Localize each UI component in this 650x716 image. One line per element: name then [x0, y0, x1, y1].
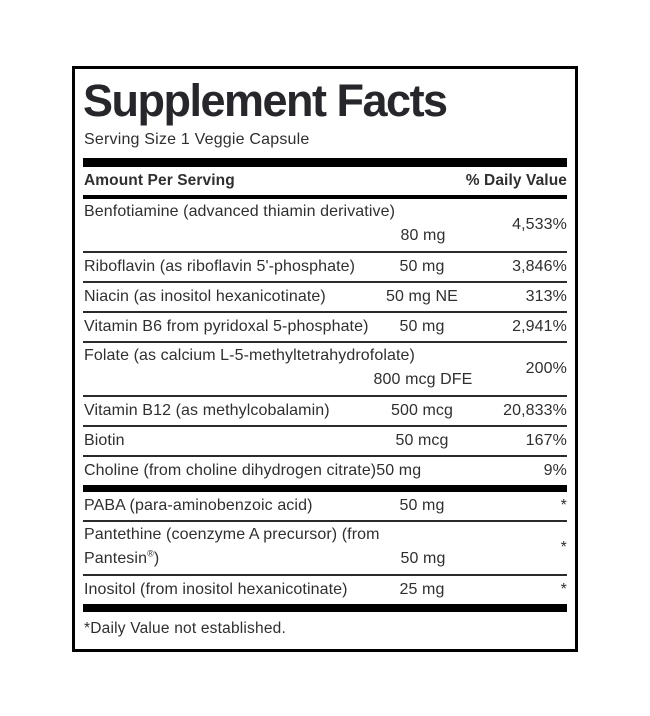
nutrient-dv: * [560, 497, 567, 515]
panel-title: Supplement Facts [83, 75, 448, 126]
table-header: Amount Per Serving % Daily Value [83, 167, 567, 195]
nutrient-amount: 50 mg [376, 462, 422, 480]
nutrient-name: Biotin [84, 432, 125, 450]
row-divider [83, 251, 567, 254]
nutrient-amount: 50 mg [399, 318, 445, 336]
nutrient-amount-line: 80 mg [84, 226, 512, 247]
nutrient-dv: 3,846% [512, 258, 567, 276]
registered-trademark-icon: ® [147, 548, 154, 559]
nutrient-row-vitamin-b12: Vitamin B12 (as methylcobalamin) 500 mcg… [83, 397, 567, 425]
nutrient-name: Riboflavin (as riboflavin 5'-phosphate) [84, 258, 356, 276]
nutrient-row-riboflavin: Riboflavin (as riboflavin 5'-phosphate) … [83, 253, 567, 281]
nutrient-row-inositol: Inositol (from inositol hexanicotinate) … [83, 576, 567, 604]
nutrient-dv: 313% [525, 288, 567, 306]
nutrient-name: Inositol (from inositol hexanicotinate) [84, 581, 348, 599]
nutrient-dv: 9% [543, 462, 567, 480]
nutrient-amount: 50 mg [399, 258, 445, 276]
nutrient-main: Pantethine (coenzyme A precursor) (from … [84, 525, 561, 570]
nutrient-dv: * [560, 581, 567, 599]
nutrient-row-pantethine: Pantethine (coenzyme A precursor) (from … [83, 522, 567, 574]
supplement-facts-panel: Supplement Facts Serving Size 1 Veggie C… [72, 66, 578, 653]
nutrient-name: PABA (para-aminobenzoic acid) [84, 497, 313, 515]
row-divider [83, 395, 567, 398]
row-divider [83, 425, 567, 428]
nutrient-amount: 500 mcg [390, 402, 454, 420]
daily-value-header: % Daily Value [465, 172, 567, 190]
nutrient-amount-line: Pantesin®) 50 mg [84, 549, 561, 570]
nutrient-amount: 800 mcg DFE [373, 371, 473, 389]
nutrient-name: Folate (as calcium L-5-methyltetrahydrof… [84, 347, 415, 365]
nutrient-row-benfotiamine: Benfotiamine (advanced thiamin derivativ… [83, 199, 567, 251]
nutrient-amount: 50 mcg [395, 432, 449, 450]
nutrient-name: Benfotiamine (advanced thiamin derivativ… [84, 203, 396, 221]
nutrient-name: Vitamin B6 from pyridoxal 5-phosphate) [84, 318, 369, 336]
nutrient-amount: 50 mg NE [386, 288, 458, 306]
nutrient-dv: 200% [525, 359, 567, 377]
nutrient-dv: 2,941% [512, 318, 567, 336]
nutrient-name: Pantethine (coenzyme A precursor) (from [84, 526, 380, 544]
nutrient-dv: * [560, 538, 567, 556]
divider-thick-bottom [83, 604, 567, 613]
row-divider [83, 281, 567, 284]
row-divider [83, 341, 567, 344]
row-divider [83, 311, 567, 314]
nutrient-amount-line: 800 mcg DFE [84, 370, 526, 391]
row-divider [83, 455, 567, 458]
divider-header-rule [83, 195, 567, 200]
brand-name-close: ) [153, 550, 160, 568]
nutrient-main: Folate (as calcium L-5-methyltetrahydrof… [84, 346, 526, 391]
nutrient-name: Choline (from choline dihydrogen citrate… [84, 462, 377, 480]
nutrient-row-niacin: Niacin (as inositol hexanicotinate) 50 m… [83, 283, 567, 311]
nutrient-row-folate: Folate (as calcium L-5-methyltetrahydrof… [83, 343, 567, 395]
nutrient-main: Benfotiamine (advanced thiamin derivativ… [84, 202, 512, 247]
nutrient-amount: 50 mg [400, 550, 446, 568]
divider-thick-top [83, 158, 567, 168]
nutrient-name-continued: Pantesin®) [84, 548, 160, 568]
nutrient-dv: 4,533% [512, 215, 567, 233]
footnote: *Daily Value not established. [84, 620, 286, 638]
nutrient-amount: 80 mg [400, 227, 446, 245]
nutrient-amount: 25 mg [399, 581, 445, 599]
nutrient-name: Niacin (as inositol hexanicotinate) [84, 288, 326, 306]
brand-name: Pantesin [84, 550, 148, 568]
nutrient-row-vitamin-b6: Vitamin B6 from pyridoxal 5-phosphate) 5… [83, 313, 567, 341]
nutrient-dv: 167% [525, 432, 567, 450]
amount-per-serving-header: Amount Per Serving [84, 172, 235, 190]
nutrient-name: Vitamin B12 (as methylcobalamin) [84, 402, 330, 420]
row-divider [83, 520, 567, 523]
nutrient-dv: 20,833% [503, 402, 567, 420]
divider-thick-middle [83, 485, 567, 493]
nutrient-amount: 50 mg [399, 497, 445, 515]
nutrient-row-choline: Choline (from choline dihydrogen citrate… [83, 457, 567, 485]
nutrient-row-paba: PABA (para-aminobenzoic acid) 50 mg * [83, 492, 567, 520]
serving-size: Serving Size 1 Veggie Capsule [84, 131, 310, 149]
row-divider [83, 574, 567, 577]
nutrient-row-biotin: Biotin 50 mcg 167% [83, 427, 567, 455]
